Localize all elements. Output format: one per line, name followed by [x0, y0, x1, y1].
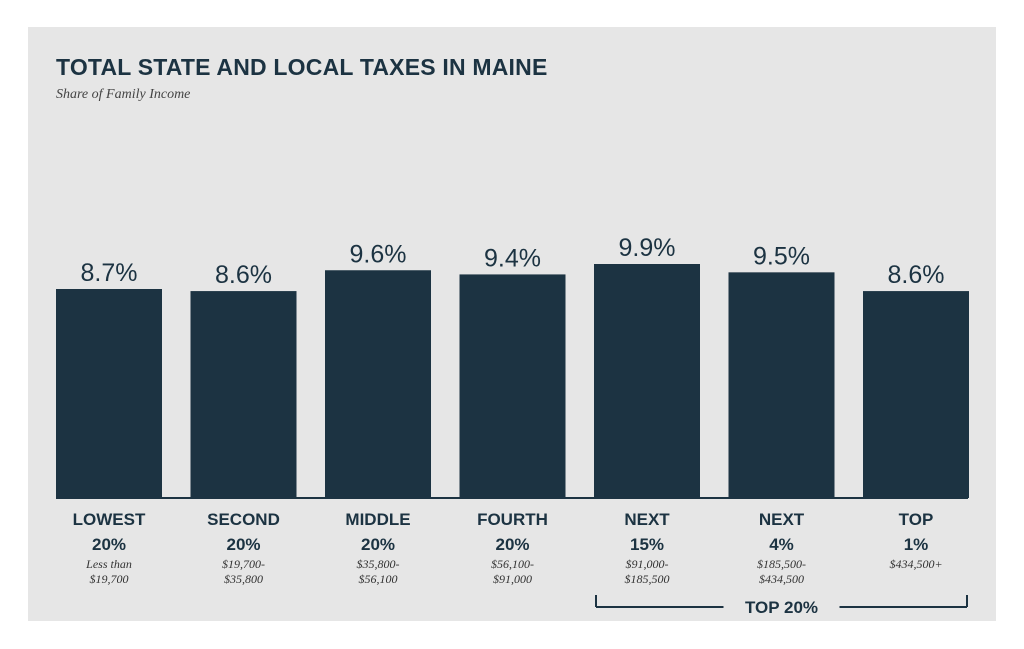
- category-range-6-2: $434,500: [759, 572, 804, 586]
- category-group-6: NEXT: [759, 510, 805, 529]
- category-group-3: MIDDLE: [345, 510, 410, 529]
- bar-2: [190, 291, 297, 498]
- bars-layer: [56, 264, 969, 498]
- top20-bracket: TOP 20%: [595, 595, 968, 617]
- category-pct-3: 20%: [361, 535, 395, 554]
- value-label-2: 8.6%: [215, 261, 272, 289]
- bracket-label: TOP 20%: [745, 598, 818, 617]
- category-range-2-1: $19,700-: [222, 557, 265, 571]
- value-label-1: 8.7%: [81, 259, 138, 287]
- category-group-2: SECOND: [207, 510, 280, 529]
- category-pct-1: 20%: [92, 535, 126, 554]
- category-range-4-1: $56,100-: [491, 557, 534, 571]
- category-range-7-1: $434,500+: [889, 557, 942, 571]
- labels-layer: 8.7% LOWEST 20% Less than$19,700 8.6% SECOND 2…: [73, 234, 945, 586]
- category-range-5-2: $185,500: [625, 572, 670, 586]
- category-range-6-1: $185,500-: [757, 557, 806, 571]
- category-range-1-1: Less than: [85, 557, 132, 571]
- value-label-3: 9.6%: [350, 240, 407, 268]
- bar-1: [56, 289, 162, 498]
- category-group-1: LOWEST: [73, 510, 146, 529]
- category-range-2-2: $35,800: [224, 572, 263, 586]
- category-group-4: FOURTH: [477, 510, 548, 529]
- chart-title: TOTAL STATE AND LOCAL TAXES IN MAINE: [56, 54, 548, 80]
- bar-6: [728, 272, 835, 498]
- category-group-7: TOP: [899, 510, 934, 529]
- value-label-6: 9.5%: [753, 242, 810, 270]
- bar-3: [325, 270, 431, 498]
- category-pct-7: 1%: [904, 535, 929, 554]
- category-range-4-2: $91,000: [493, 572, 532, 586]
- category-pct-4: 20%: [495, 535, 529, 554]
- category-range-3-1: $35,800-: [357, 557, 400, 571]
- category-range-3-2: $56,100: [359, 572, 398, 586]
- value-label-7: 8.6%: [888, 261, 945, 289]
- bar-7: [863, 291, 969, 498]
- chart-subtitle: Share of Family Income: [56, 87, 191, 102]
- bar-5: [594, 264, 700, 498]
- value-label-5: 9.9%: [619, 234, 676, 262]
- bar-4: [459, 274, 566, 498]
- category-range-5-1: $91,000-: [626, 557, 669, 571]
- category-pct-6: 4%: [769, 535, 794, 554]
- category-range-1-2: $19,700: [90, 572, 129, 586]
- category-pct-2: 20%: [226, 535, 260, 554]
- value-label-4: 9.4%: [484, 244, 541, 272]
- category-pct-5: 15%: [630, 535, 664, 554]
- category-group-5: NEXT: [624, 510, 670, 529]
